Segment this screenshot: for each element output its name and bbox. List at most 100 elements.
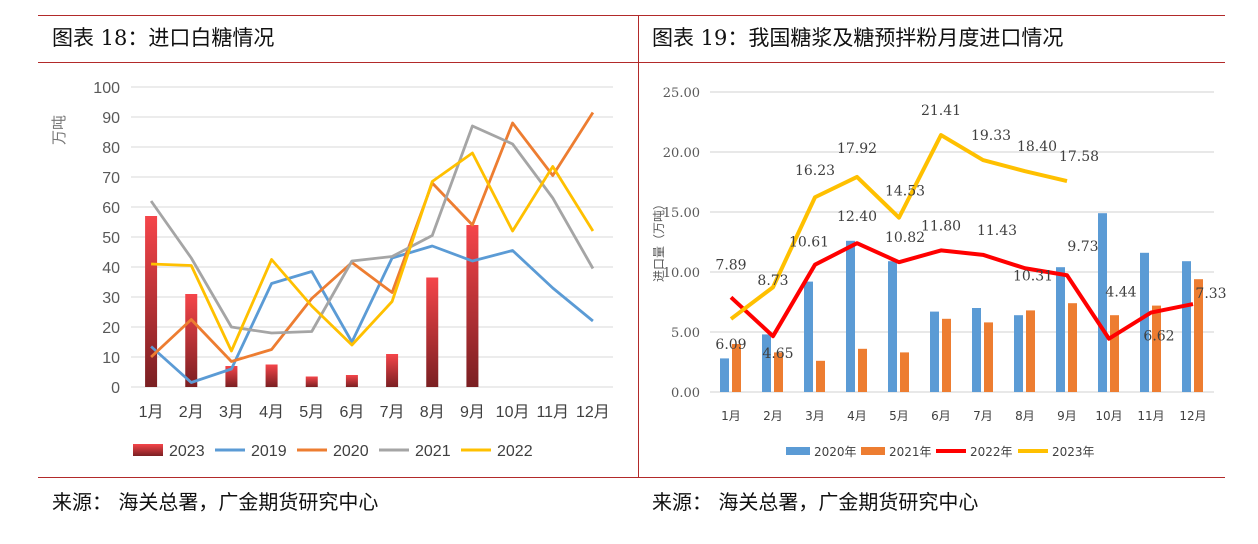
y-tick-label: 30: [102, 290, 120, 307]
bar-2020年: [1056, 267, 1065, 392]
title-rule: [38, 62, 1225, 63]
panel-divider: [638, 15, 639, 477]
bar-2023: [265, 364, 278, 387]
x-tick-label: 10月: [496, 404, 530, 421]
data-label-2023: 17.58: [1059, 149, 1099, 165]
x-tick-label: 9月: [1057, 409, 1077, 423]
data-label-2022: 6.62: [1143, 329, 1174, 345]
x-tick-label: 3月: [805, 409, 825, 423]
data-label-2022: 4.44: [1105, 285, 1136, 301]
line-2022: [151, 151, 595, 353]
legend-label: 2021年: [889, 445, 932, 459]
bar-2020年: [888, 261, 897, 392]
bar-2023: [145, 216, 158, 387]
bar-2023: [185, 294, 198, 387]
y-tick-label: 80: [102, 140, 120, 157]
x-tick-label: 9月: [460, 404, 485, 421]
legend-label: 2023年: [1052, 445, 1095, 459]
y-tick-label: 100: [93, 80, 120, 97]
x-tick-label: 8月: [1015, 409, 1035, 423]
data-label-2023: 21.41: [921, 103, 961, 119]
bar-2021年: [1152, 305, 1161, 392]
bar-2020年: [804, 281, 813, 392]
bar-2020年: [1182, 261, 1191, 392]
data-label-2022: 10.31: [1013, 268, 1053, 284]
data-label-2023: 17.92: [837, 141, 877, 157]
x-tick-label: 4月: [259, 404, 284, 421]
bar-2023: [345, 375, 358, 387]
y-tick-label: 25.00: [663, 86, 700, 101]
line-2021: [149, 124, 595, 335]
x-tick-label: 7月: [380, 404, 405, 421]
top-rule: [38, 15, 1225, 16]
bar-2020年: [846, 240, 855, 392]
x-tick-label: 7月: [973, 409, 993, 423]
line-2019: [150, 244, 594, 384]
y-tick-label: 5.00: [671, 326, 700, 341]
legend-label: 2020: [333, 443, 369, 460]
y-tick-label: 15.00: [663, 206, 700, 221]
x-tick-label: 5月: [299, 404, 324, 421]
data-label-2022: 7.33: [1195, 286, 1226, 302]
y-tick-label: 50: [102, 230, 120, 247]
bar-2021年: [984, 322, 993, 392]
y-tick-label: 10: [102, 350, 120, 367]
bar-2021年: [816, 360, 825, 392]
y-tick-label: 40: [102, 260, 120, 277]
legend-label: 2021: [415, 443, 451, 460]
x-tick-label: 2月: [179, 404, 204, 421]
x-tick-label: 4月: [847, 409, 867, 423]
bar-2021年: [900, 352, 909, 392]
y-axis-label: 进口量（万吨）: [652, 198, 666, 282]
bar-2021年: [1068, 303, 1077, 392]
x-tick-label: 2月: [763, 409, 783, 423]
bar-2020年: [1014, 315, 1023, 392]
data-label-2022: 12.40: [837, 209, 877, 225]
x-tick-label: 1月: [139, 404, 164, 421]
line-2023年: [729, 133, 1068, 321]
data-label-2022: 11.43: [977, 223, 1017, 239]
data-label-2023: 14.53: [885, 184, 925, 200]
bar-2023: [466, 225, 479, 387]
legend-swatch-2021年: [861, 447, 885, 455]
x-tick-label: 3月: [219, 404, 244, 421]
x-tick-label: 6月: [931, 409, 951, 423]
bar-2023: [305, 376, 318, 387]
y-tick-label: 60: [102, 200, 120, 217]
bar-2021年: [858, 348, 867, 392]
bar-2021年: [1110, 315, 1119, 392]
x-tick-label: 10月: [1095, 409, 1122, 423]
bar-2020年: [1098, 213, 1107, 392]
data-label-2022: 9.73: [1067, 239, 1098, 255]
line-2020: [150, 111, 595, 363]
data-label-2022: 11.80: [921, 218, 961, 234]
data-label-2022: 10.61: [789, 235, 829, 251]
right-source-note: 来源： 海关总署，广金期货研究中心: [652, 490, 979, 514]
legend-swatch-2023: [133, 444, 163, 456]
legend-label: 2020年: [814, 445, 857, 459]
bar-2021年: [942, 318, 951, 392]
y-tick-label: 10.00: [663, 266, 700, 281]
data-label-2023: 18.40: [1017, 139, 1057, 155]
y-tick-label: 20: [102, 320, 120, 337]
data-label-2023: 19.33: [971, 128, 1011, 144]
legend-swatch-2020年: [786, 447, 810, 455]
data-label-2022: 7.89: [715, 257, 746, 273]
left-chart-title: 图表 18：进口白糖情况: [52, 26, 275, 50]
data-label-2022: 10.82: [885, 230, 925, 246]
y-tick-label: 0.00: [671, 386, 700, 401]
bar-2020年: [930, 311, 939, 392]
line-2022年: [729, 241, 1194, 341]
y-axis-label: 万吨: [50, 115, 68, 145]
y-tick-label: 0: [111, 380, 120, 397]
bar-2020年: [972, 308, 981, 392]
x-tick-label: 1月: [721, 409, 741, 423]
bar-2021年: [732, 344, 741, 392]
bar-2021年: [1194, 279, 1203, 392]
legend-label: 2019: [251, 443, 287, 460]
x-tick-label: 8月: [420, 404, 445, 421]
data-label-2023: 6.09: [715, 337, 746, 353]
data-label-2023: 16.23: [795, 163, 835, 179]
bar-2023: [426, 277, 439, 387]
